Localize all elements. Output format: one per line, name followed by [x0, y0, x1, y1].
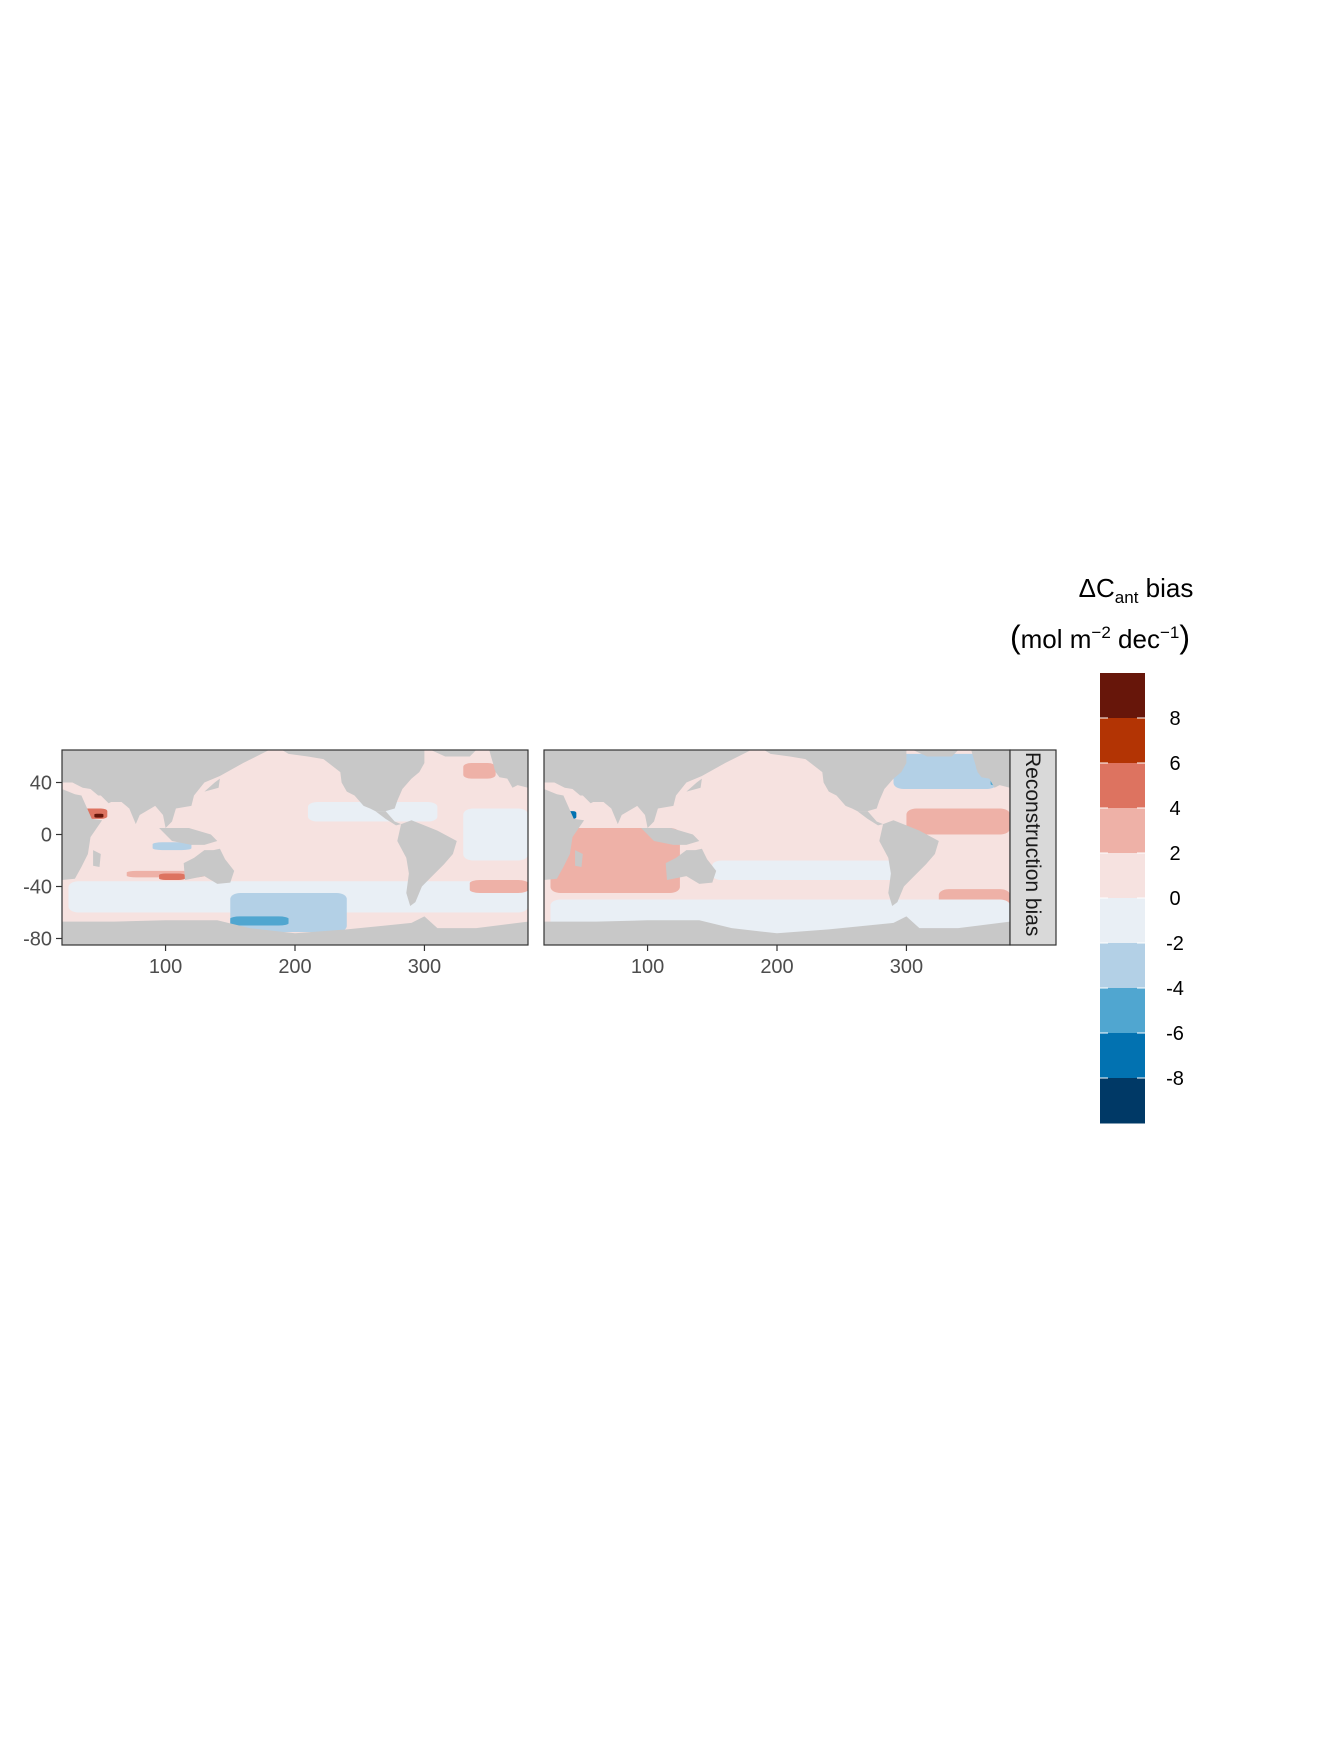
legend-colorbar-labels: 8 6 4 2 0 -2 -4 -6 -8	[1100, 708, 1184, 1090]
colorbar-label: 0	[1169, 888, 1180, 910]
colorbar-block-4–6	[1100, 763, 1145, 809]
legend: ΔCant bias (mol m−2 dec−1) 8 6 4 2 0 -2 -4 -6 -8	[1010, 573, 1193, 1124]
colorbar-label: 2	[1169, 843, 1180, 865]
antarctica-landmass	[62, 916, 528, 945]
colorbar-block-8+	[1100, 673, 1145, 719]
panel-right-x-axis: 100 200 300	[631, 945, 923, 978]
colorbar-block--8–-6	[1100, 1033, 1145, 1079]
x-tick-label: 100	[149, 956, 182, 978]
south-america-landmass	[397, 820, 457, 906]
panel-right: 100 200 300	[543, 749, 1011, 978]
europe-landmass	[489, 750, 528, 788]
legend-unit-mol-m: mol m	[1021, 624, 1092, 654]
bias-patch-right-0	[550, 828, 680, 893]
madagascar-landmass	[575, 850, 583, 867]
uk-landmass	[494, 759, 501, 770]
colorbar-block--4–-2	[1100, 943, 1145, 989]
legend-unit-exp-m: −2	[1091, 623, 1110, 642]
bias-patch-left-9	[230, 893, 347, 932]
legend-unit: (mol m−2 dec−1)	[1010, 619, 1190, 655]
facet-strip: Reconstruction bias	[1009, 749, 1057, 946]
uk-landmass	[976, 759, 983, 770]
bias-patch-left-1	[307, 802, 438, 822]
facet-strip-background	[1009, 749, 1057, 946]
colorbar-block-6–8	[1100, 718, 1145, 764]
colorbar-label: -2	[1166, 933, 1184, 955]
colorbar-label: 6	[1169, 753, 1180, 775]
colorbar-block-0–2	[1100, 853, 1145, 899]
legend-title: ΔCant bias	[1079, 573, 1194, 607]
x-tick-label: 200	[760, 956, 793, 978]
colorbar-block-2–4	[1100, 808, 1145, 854]
legend-title-bias: bias	[1138, 573, 1193, 603]
legend-unit-open-paren: (	[1010, 619, 1021, 655]
antarctica-landmass	[544, 916, 1010, 945]
japan-landmass	[686, 778, 702, 792]
south-america-landmass	[879, 820, 939, 906]
bias-patch-right-5	[712, 860, 907, 880]
x-tick-label: 300	[890, 956, 923, 978]
europe-landmass	[971, 750, 1010, 788]
legend-colorbar	[1100, 673, 1145, 1124]
y-tick-label: -80	[23, 929, 52, 951]
bias-patch-right-6	[893, 753, 998, 789]
facet-strip-label: Reconstruction bias	[1021, 752, 1044, 936]
legend-title-delta-c: ΔC	[1079, 573, 1115, 603]
colorbar-block--6–-4	[1100, 988, 1145, 1034]
central-america-landmass	[375, 811, 402, 826]
panel-left-land-mask	[62, 750, 528, 945]
indonesia-landmass	[159, 828, 218, 845]
greenland-landmass	[430, 750, 477, 757]
colorbar-block--2–0	[1100, 898, 1145, 944]
eurasia-landmass	[544, 750, 752, 828]
y-tick-label: -40	[23, 877, 52, 899]
panel-left-bias-fields	[68, 763, 528, 932]
africa-landmass	[544, 789, 585, 880]
eurasia-landmass	[62, 750, 270, 828]
bias-patch-right-2	[906, 808, 1010, 835]
central-america-landmass	[857, 811, 884, 826]
x-tick-label: 300	[408, 956, 441, 978]
bias-patch-left-2	[463, 808, 528, 861]
colorbar-label: -8	[1166, 1068, 1184, 1090]
bias-patch-left-11	[152, 842, 192, 851]
y-tick-label: 40	[30, 773, 52, 795]
madagascar-landmass	[93, 850, 101, 867]
legend-unit-dec: dec	[1111, 624, 1160, 654]
legend-title-subscript: ant	[1115, 588, 1139, 607]
x-tick-label: 200	[278, 956, 311, 978]
bias-patch-left-6	[463, 763, 496, 779]
bias-patch-left-4	[159, 873, 185, 880]
greenland-landmass	[912, 750, 959, 757]
bias-patch-left-10	[230, 916, 289, 926]
x-tick-label: 100	[631, 956, 664, 978]
bias-patch-left-5	[469, 880, 528, 893]
colorbar-label: 4	[1169, 798, 1180, 820]
legend-unit-exp-dec: −1	[1160, 623, 1179, 642]
australia-landmass	[665, 848, 717, 884]
colorbar-label: -4	[1166, 978, 1184, 1000]
colorbar-label: -6	[1166, 1023, 1184, 1045]
panel-left-x-axis: 100 200 300	[149, 945, 441, 978]
legend-unit-close-paren: )	[1179, 619, 1190, 655]
africa-landmass	[62, 789, 103, 880]
y-tick-label: 0	[41, 825, 52, 847]
colorbar-block--8-	[1100, 1078, 1145, 1124]
panel-right-land-mask	[544, 750, 1010, 945]
north-america-landmass	[764, 750, 907, 812]
indonesia-landmass	[641, 828, 700, 845]
north-america-landmass	[282, 750, 425, 812]
colorbar-label: 8	[1169, 708, 1180, 730]
australia-landmass	[183, 848, 235, 884]
bias-patch-left-8	[94, 813, 104, 818]
panel-left: 100 200 300 400-40-80	[23, 749, 529, 978]
japan-landmass	[204, 778, 220, 792]
panel-left-y-axis: 40 0 -40 -80	[23, 773, 62, 951]
